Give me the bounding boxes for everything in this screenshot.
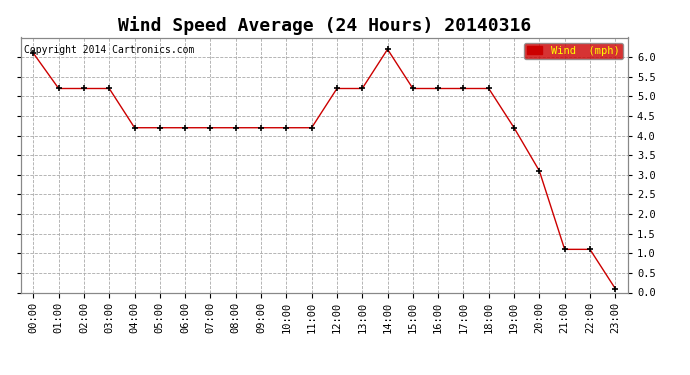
Text: Copyright 2014 Cartronics.com: Copyright 2014 Cartronics.com <box>23 45 194 55</box>
Legend: Wind  (mph): Wind (mph) <box>524 43 622 59</box>
Title: Wind Speed Average (24 Hours) 20140316: Wind Speed Average (24 Hours) 20140316 <box>118 16 531 34</box>
